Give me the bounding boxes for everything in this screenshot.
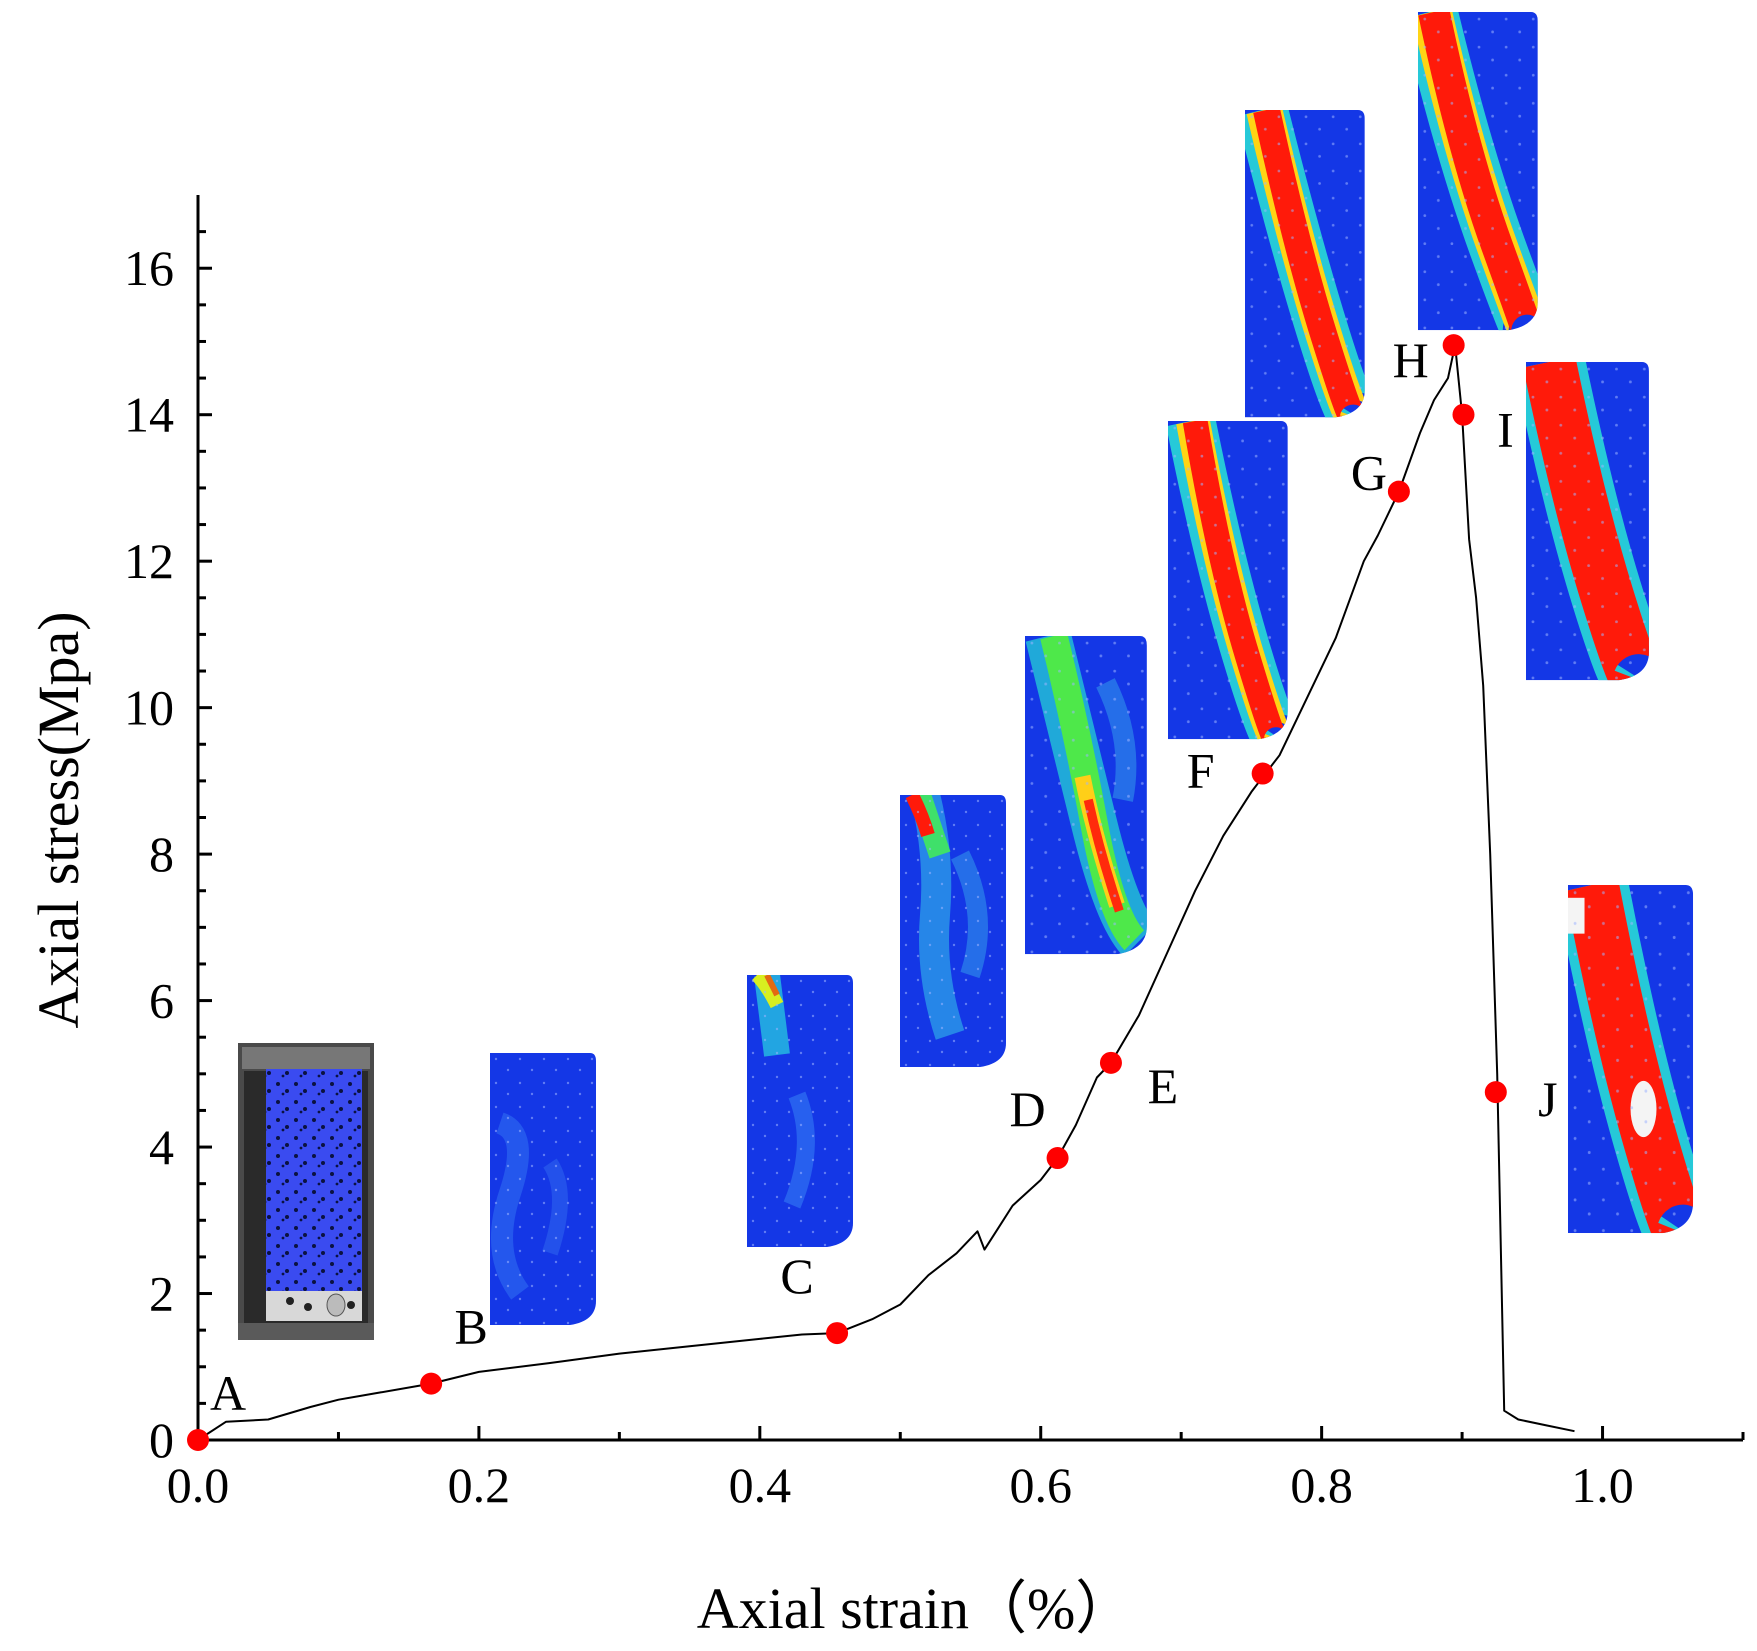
point-H <box>1442 334 1465 357</box>
x-axis-title: Axial strain（%） <box>697 1576 1134 1641</box>
y-tick-label: 4 <box>149 1119 174 1175</box>
dic-inset-I <box>1526 362 1649 681</box>
curve-layer <box>197 344 1575 1441</box>
specimen-photo-inset <box>238 1043 374 1340</box>
x-tick-label: 0.6 <box>1009 1457 1072 1513</box>
x-tick-label: 0.4 <box>729 1457 792 1513</box>
y-tick-label: 12 <box>124 533 174 589</box>
point-label-J: J <box>1538 1071 1557 1127</box>
y-tick-label: 2 <box>149 1266 174 1322</box>
point-B <box>420 1372 443 1395</box>
y-tick-label: 8 <box>149 826 174 882</box>
point-label-C: C <box>780 1248 813 1304</box>
y-tick-label: 0 <box>149 1412 174 1468</box>
point-E <box>1099 1051 1122 1074</box>
dic-inset-F <box>1168 421 1288 740</box>
stress-strain-line <box>197 344 1575 1441</box>
y-axis-title: Axial stress(Mpa) <box>26 611 91 1028</box>
dic-inset-D <box>900 795 1006 1067</box>
point-label-A: A <box>210 1365 246 1421</box>
dic-inset-B <box>490 1053 596 1325</box>
point-G <box>1387 480 1410 503</box>
point-label-B: B <box>454 1299 487 1355</box>
axes: 0.0 0.2 0.4 0.6 0.8 1.0 0 2 4 6 8 10 12 14 16 <box>124 195 1745 1513</box>
x-tick-label: 0.2 <box>448 1457 511 1513</box>
x-tick-label: 1.0 <box>1571 1457 1634 1513</box>
point-I <box>1452 403 1475 426</box>
point-J <box>1484 1081 1507 1104</box>
dic-inset-H <box>1418 12 1538 331</box>
point-label-G: G <box>1351 445 1387 501</box>
y-tick-label: 6 <box>149 973 174 1029</box>
x-tick-label: 0.0 <box>167 1457 230 1513</box>
dic-inset-E <box>1025 636 1147 955</box>
point-label-I: I <box>1497 402 1514 458</box>
point-D <box>1046 1147 1069 1170</box>
point-label-D: D <box>1010 1081 1046 1137</box>
y-tick-label: 14 <box>124 387 174 443</box>
point-label-H: H <box>1393 332 1429 388</box>
y-tick-label: 16 <box>124 240 174 296</box>
point-C <box>826 1322 849 1345</box>
points-layer: A B C D E F G H I J <box>187 332 1558 1451</box>
dic-inset-C <box>747 975 853 1247</box>
y-tick-label: 10 <box>124 680 174 736</box>
point-label-E: E <box>1148 1058 1179 1114</box>
point-label-F: F <box>1187 743 1215 799</box>
dic-inset-J <box>1568 885 1694 1234</box>
x-tick-label: 0.8 <box>1290 1457 1353 1513</box>
point-A <box>187 1429 209 1451</box>
point-F <box>1251 762 1274 785</box>
dic-inset-G <box>1245 110 1365 418</box>
